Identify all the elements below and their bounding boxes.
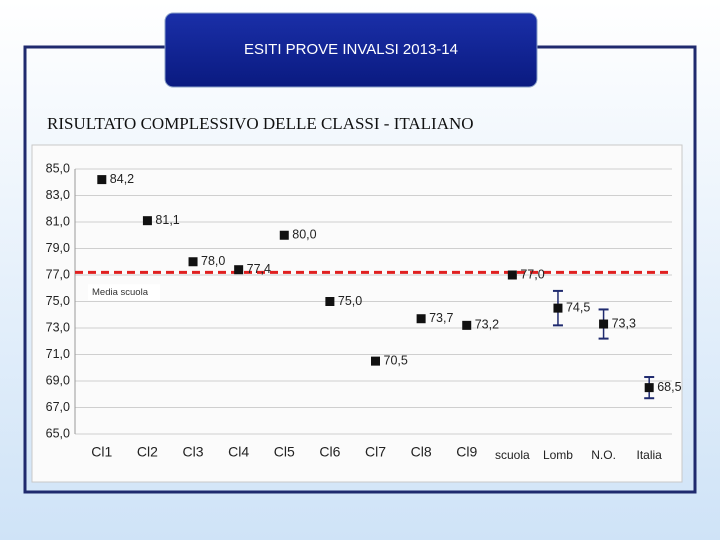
- point: [142, 216, 152, 226]
- data-label: 77,4: [247, 262, 271, 276]
- y-tick-label: 71,0: [46, 347, 70, 361]
- point: [599, 319, 609, 329]
- data-label: 75,0: [338, 294, 362, 308]
- data-label: 80,0: [292, 228, 316, 242]
- x-tick-label: scuola: [495, 448, 530, 462]
- data-label: 73,3: [612, 316, 636, 330]
- y-tick-label: 67,0: [46, 400, 70, 414]
- x-tick-label: Cl7: [365, 444, 386, 460]
- x-tick-label: Cl5: [274, 444, 295, 460]
- data-label: 73,7: [429, 311, 453, 325]
- point: [371, 356, 380, 366]
- point: [462, 320, 472, 330]
- data-label: 84,2: [110, 172, 134, 186]
- point: [507, 270, 517, 280]
- y-tick-label: 77,0: [46, 267, 70, 281]
- x-tick-label: Cl3: [183, 444, 204, 460]
- x-tick-label: N.O.: [591, 448, 616, 462]
- point: [188, 257, 198, 267]
- point: [325, 297, 335, 306]
- point: [553, 303, 563, 313]
- header-box: [164, 12, 538, 88]
- y-tick-label: 85,0: [46, 161, 70, 175]
- data-label: 68,5: [657, 380, 681, 394]
- y-tick-label: 69,0: [46, 373, 70, 387]
- y-tick-label: 65,0: [46, 426, 70, 440]
- y-tick-label: 81,0: [46, 214, 70, 228]
- reference-label-bg: [88, 284, 160, 301]
- x-tick-label: Cl4: [228, 444, 249, 460]
- x-tick-label: Lomb: [543, 448, 573, 462]
- x-tick-label: Cl6: [319, 444, 340, 460]
- data-label: 74,5: [566, 300, 590, 314]
- x-tick-label: Cl9: [456, 444, 477, 460]
- data-label: 70,5: [384, 353, 408, 367]
- point: [234, 265, 244, 275]
- x-tick-label: Cl2: [137, 444, 158, 460]
- data-label: 73,2: [475, 318, 499, 332]
- point: [97, 175, 107, 185]
- point: [279, 230, 289, 240]
- y-tick-label: 79,0: [46, 241, 70, 255]
- header: ESITI PROVE INVALSI 2013-14: [244, 41, 458, 58]
- reference-label: Media scuola: [92, 287, 149, 298]
- y-tick-label: 75,0: [46, 294, 70, 308]
- y-tick-label: 73,0: [46, 320, 70, 334]
- data-label: 78,0: [201, 254, 225, 268]
- point: [644, 383, 654, 393]
- x-tick-label: Italia: [637, 448, 663, 462]
- y-tick-label: 83,0: [46, 188, 70, 202]
- chart-title: RISULTATO COMPLESSIVO DELLE CLASSI - ITA…: [47, 114, 474, 133]
- chart-panel: [31, 144, 683, 483]
- x-tick-label: Cl8: [411, 444, 432, 460]
- point: [416, 314, 426, 324]
- data-label: 81,1: [155, 213, 179, 227]
- x-tick-label: Cl1: [91, 444, 112, 460]
- data-label: 77,0: [520, 267, 544, 281]
